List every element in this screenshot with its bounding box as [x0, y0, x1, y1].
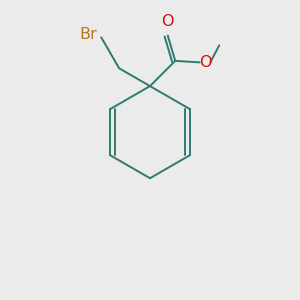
Text: O: O [161, 14, 174, 29]
Text: O: O [199, 55, 211, 70]
Text: Br: Br [79, 27, 97, 42]
